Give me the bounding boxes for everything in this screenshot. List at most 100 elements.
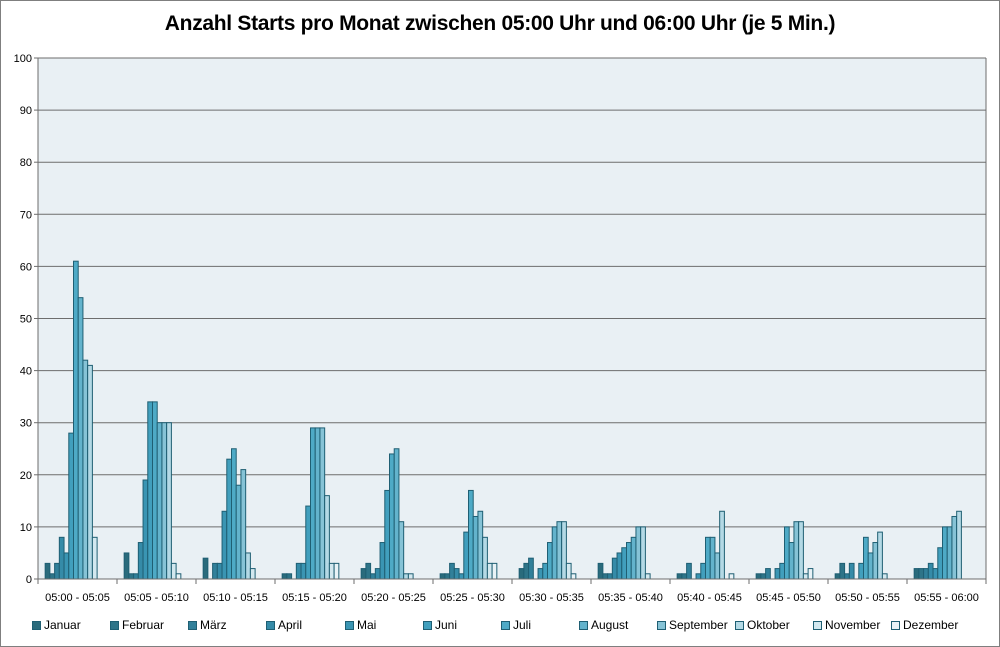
- y-tick-label: 0: [26, 574, 32, 586]
- y-tick-label: 30: [20, 418, 32, 430]
- bar-august-9: [788, 542, 795, 580]
- bar-juni-10: [858, 562, 865, 580]
- bar-november-9: [802, 573, 809, 580]
- bar-januar-10: [834, 573, 841, 580]
- legend-swatch: [32, 620, 41, 630]
- bar-februar-1: [128, 573, 135, 580]
- legend-label: November: [825, 618, 881, 632]
- y-tick-label: 70: [20, 209, 32, 221]
- bar-märz-0: [54, 562, 60, 580]
- y-tick-label: 20: [20, 470, 32, 482]
- bar-oktober-11: [956, 510, 962, 580]
- legend-item-september: September: [657, 618, 728, 632]
- bar-dezember-6: [570, 573, 577, 580]
- legend-swatch: [579, 620, 588, 630]
- bar-oktober-10: [877, 531, 883, 580]
- bar-august-6: [551, 526, 558, 580]
- bar-august-5: [472, 515, 479, 580]
- chart-title: Anzahl Starts pro Monat zwischen 05:00 U…: [164, 12, 836, 35]
- bar-august-8: [709, 536, 716, 580]
- bar-januar-2: [202, 557, 209, 580]
- bar-mai-1: [142, 479, 149, 580]
- x-axis: 05:00 - 05:05 05:05 - 05:10 05:10 - 05:15 0…: [37, 578, 987, 604]
- bar-dezember-8: [728, 573, 735, 580]
- bar-september-4: [398, 521, 405, 580]
- legend-swatch: [891, 620, 900, 630]
- legend-item-märz: März: [188, 618, 227, 632]
- bar-november-10: [881, 573, 888, 580]
- legend-item-august: August: [579, 618, 628, 632]
- bar-oktober-4: [403, 573, 409, 580]
- bar-august-1: [156, 422, 163, 580]
- bar-april-2: [216, 562, 223, 580]
- bar-februar-4: [365, 562, 372, 580]
- bar-oktober-2: [245, 552, 251, 580]
- bar-januar-0: [44, 562, 51, 580]
- bar-september-6: [556, 521, 563, 580]
- bar-august-2: [235, 484, 242, 580]
- bar-februar-10: [839, 562, 846, 580]
- bar-oktober-3: [324, 495, 330, 580]
- bar-april-7: [611, 557, 618, 580]
- bar-märz-6: [528, 557, 534, 580]
- bar-märz-9: [765, 568, 771, 580]
- bar-mai-9: [774, 568, 781, 580]
- bar-januar-7: [597, 562, 604, 580]
- bar-märz-7: [607, 573, 613, 580]
- bar-dezember-9: [807, 568, 814, 580]
- bar-juli-8: [705, 536, 711, 580]
- bar-april-10: [848, 562, 855, 580]
- bar-april-0: [58, 536, 65, 580]
- bar-januar-5: [439, 573, 446, 580]
- x-tick-label: 05:05 - 05:10: [124, 592, 189, 604]
- x-tick-label: 05:20 - 05:25: [361, 592, 426, 604]
- x-tick-label: 05:35 - 05:40: [598, 592, 663, 604]
- legend-swatch: [266, 620, 275, 630]
- bar-dezember-1: [175, 573, 182, 580]
- bar-juli-9: [784, 526, 790, 580]
- legend-swatch: [813, 620, 822, 630]
- bar-juli-4: [389, 453, 395, 580]
- legend-swatch: [657, 620, 666, 630]
- legend-label: Mai: [357, 618, 377, 632]
- bar-märz-11: [923, 568, 929, 580]
- bar-juli-10: [863, 536, 869, 580]
- bar-januar-4: [360, 568, 367, 580]
- bar-januar-3: [281, 573, 288, 580]
- bar-juli-1: [152, 401, 158, 580]
- x-tick-label: 05:45 - 05:50: [756, 592, 821, 604]
- bar-januar-6: [518, 568, 525, 580]
- legend-swatch: [735, 620, 744, 630]
- bar-oktober-6: [561, 521, 567, 580]
- bar-juni-4: [384, 489, 390, 580]
- x-tick-label: 05:40 - 05:45: [677, 592, 742, 604]
- bar-januar-1: [123, 552, 130, 580]
- legend-label: April: [278, 618, 303, 632]
- bar-november-0: [91, 536, 98, 580]
- bar-september-5: [477, 510, 484, 580]
- legend-item-juli: Juli: [501, 618, 531, 632]
- bar-juni-2: [226, 458, 232, 580]
- bar-märz-1: [133, 573, 139, 580]
- bar-august-7: [630, 536, 637, 580]
- y-tick-label: 80: [20, 157, 32, 169]
- bar-september-11: [951, 515, 958, 580]
- bar-januar-9: [755, 573, 762, 580]
- y-axis: 0 10 20 30 40 50 60 70 80 90 100: [14, 53, 987, 586]
- legend: Januar Februar März April Mai Juni Juli August S…: [0, 618, 1000, 638]
- bar-mai-8: [695, 573, 702, 580]
- bar-dezember-3: [333, 562, 340, 580]
- x-tick-label: 05:10 - 05:15: [203, 592, 268, 604]
- bar-august-3: [314, 427, 321, 580]
- bar-november-4: [407, 573, 414, 580]
- bar-märz-4: [370, 573, 376, 580]
- legend-swatch: [188, 620, 197, 630]
- legend-label: Oktober: [747, 618, 790, 632]
- bar-mai-0: [63, 552, 70, 580]
- legend-item-oktober: Oktober: [735, 618, 790, 632]
- bar-oktober-7: [640, 526, 646, 580]
- bar-juli-3: [310, 427, 316, 580]
- bar-april-1: [137, 542, 144, 580]
- bar-juli-7: [626, 542, 632, 580]
